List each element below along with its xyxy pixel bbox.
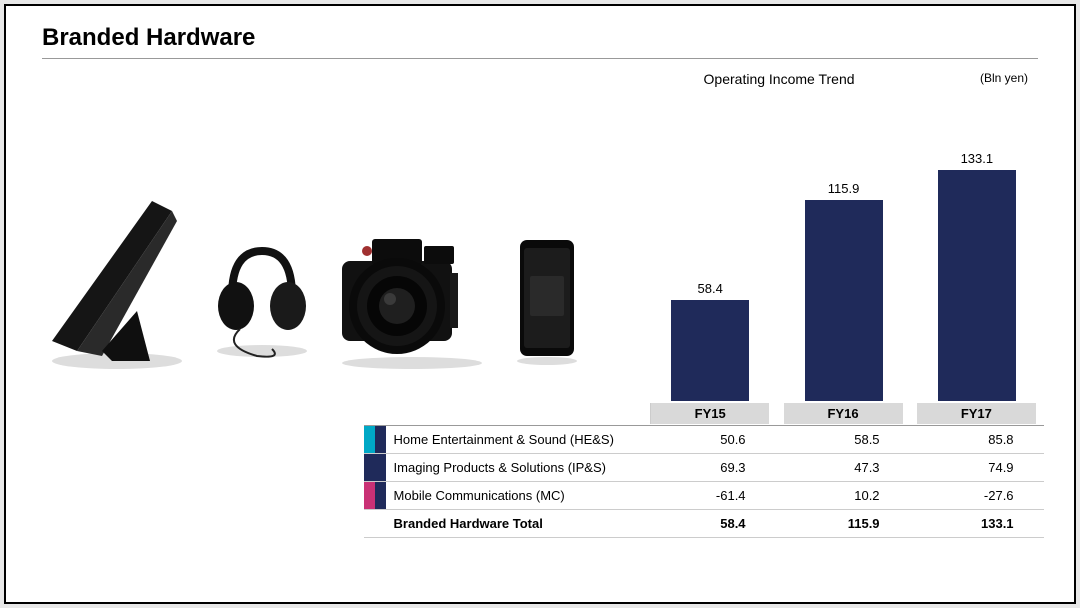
row-tag [364,454,386,481]
row-val: 10.2 [776,488,910,503]
chart-column: Operating Income Trend (Bln yen) 58.4115… [644,71,1038,571]
chart-header: Operating Income Trend (Bln yen) [644,71,1038,87]
table-row: Mobile Communications (MC)-61.410.2-27.6 [364,482,1044,510]
total-val: 58.4 [642,516,776,531]
chart-unit: (Bln yen) [980,71,1028,87]
slide-frame: Branded Hardware [4,4,1076,604]
row-val: -27.6 [910,488,1044,503]
row-label: Mobile Communications (MC) [386,488,642,503]
xaxis-label: FY16 [784,403,904,424]
camera-icon [332,221,492,371]
chart-title: Operating Income Trend [704,71,855,87]
bar: 115.9 [784,181,904,401]
row-label: Home Entertainment & Sound (HE&S) [386,432,642,447]
x-axis: FY15 FY16 FY17 [644,403,1044,424]
phone-icon [512,236,582,366]
page-title: Branded Hardware [42,24,1038,59]
bar-rect [805,200,883,401]
xaxis-label: FY15 [650,403,770,424]
content-area: Operating Income Trend (Bln yen) 58.4115… [42,71,1038,571]
bar-value-label: 133.1 [961,151,994,166]
row-val: 58.5 [776,432,910,447]
total-val: 133.1 [910,516,1044,531]
table-row: Home Entertainment & Sound (HE&S)50.658.… [364,426,1044,454]
row-val: 74.9 [910,460,1044,475]
total-val: 115.9 [776,516,910,531]
data-table: Home Entertainment & Sound (HE&S)50.658.… [364,425,1044,538]
bar-value-label: 58.4 [698,281,723,296]
row-label: Imaging Products & Solutions (IP&S) [386,460,642,475]
row-val: 47.3 [776,460,910,475]
row-val: 69.3 [642,460,776,475]
bar: 58.4 [650,281,770,401]
row-val: -61.4 [642,488,776,503]
tv-icon [42,191,192,371]
bar-rect [938,170,1016,401]
row-val: 50.6 [642,432,776,447]
bar-value-label: 115.9 [828,181,860,196]
bar-rect [671,300,749,401]
row-val: 85.8 [910,432,1044,447]
bar-chart: 58.4 115.9 133.1 [644,111,1044,401]
table-row: Imaging Products & Solutions (IP&S)69.34… [364,454,1044,482]
headphones-icon [212,241,312,361]
xaxis-label: FY17 [917,403,1037,424]
bar: 133.1 [917,151,1037,401]
row-tag [364,482,386,509]
product-images [42,181,642,401]
row-tag [364,426,386,453]
total-label: Branded Hardware Total [386,516,642,531]
table-total-row: Branded Hardware Total 58.4 115.9 133.1 [364,510,1044,538]
